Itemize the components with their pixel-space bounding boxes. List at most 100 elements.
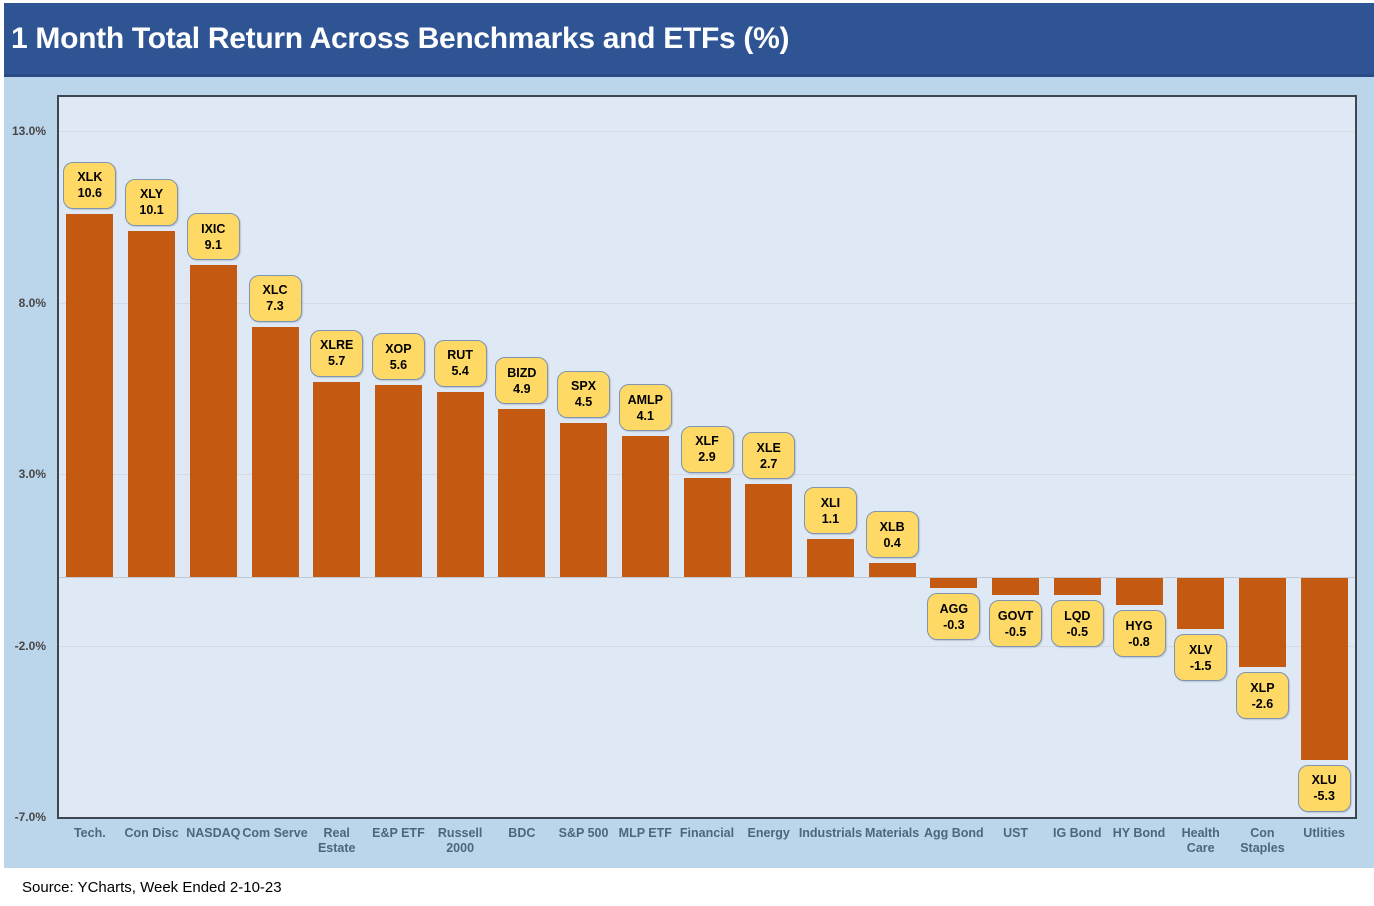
bar (806, 539, 854, 577)
x-category-label: Real Estate (291, 826, 383, 856)
callout-ticker: AMLP (627, 392, 663, 407)
value-callout: AGG -0.3 (927, 593, 981, 641)
callout-value: 4.5 (574, 395, 593, 410)
bar (1115, 578, 1163, 606)
x-category-line: Russell (437, 826, 483, 840)
callout-ticker: XLI (820, 495, 841, 510)
y-tick-label: 8.0% (18, 295, 46, 310)
x-category-line: BDC (508, 826, 536, 840)
callout-value: -0.3 (943, 617, 965, 632)
bar (1177, 578, 1225, 630)
x-category-line: 2000 (446, 841, 475, 855)
chart-title-bar: 1 Month Total Return Across Benchmarks a… (4, 3, 1374, 77)
callout-value: -5.3 (1313, 789, 1335, 804)
x-category-line: Utlities (1303, 826, 1345, 840)
callout-ticker: XLY (139, 187, 164, 202)
bar (683, 477, 731, 577)
callout-ticker: XOP (385, 341, 412, 356)
x-category-label: Con Staples (1216, 826, 1308, 856)
value-callout: XLRE 5.7 (310, 329, 364, 377)
x-category-label: S&P 500 (538, 826, 630, 841)
callout-ticker: XLE (756, 440, 781, 455)
y-tick-label: -7.0% (14, 810, 46, 824)
x-category-line: S&P 500 (558, 826, 609, 840)
x-category-label: NASDAQ (167, 826, 259, 841)
x-category-label: Com Serve (229, 826, 321, 841)
callout-ticker: XLK (77, 170, 103, 185)
x-category-label: BDC (476, 826, 568, 841)
gridline (59, 131, 1355, 133)
value-callout: XLP -2.6 (1235, 672, 1289, 720)
callout-value: 5.7 (328, 354, 346, 369)
callout-ticker: XLRE (320, 338, 354, 353)
gridline (59, 645, 1355, 647)
bar (374, 385, 422, 577)
x-category-line: Health (1181, 826, 1220, 840)
callout-value: 2.7 (760, 456, 778, 471)
value-callout: XLU -5.3 (1297, 764, 1351, 812)
x-category-line: Energy (747, 826, 790, 840)
x-category-line: Materials (865, 826, 920, 840)
callout-value: -0.8 (1128, 634, 1150, 649)
x-category-label: Russell 2000 (414, 826, 506, 856)
y-tick-label: 3.0% (18, 467, 46, 482)
callout-ticker: IXIC (201, 221, 226, 236)
value-callout: XOP 5.6 (371, 333, 425, 380)
x-category-label: Utlities (1278, 826, 1370, 841)
callout-value: 7.3 (266, 299, 284, 314)
x-category-label: Agg Bond (908, 826, 1000, 841)
value-callout: AMLP 4.1 (618, 384, 672, 432)
value-callout: BIZD 4.9 (495, 357, 549, 404)
x-category-line: Agg Bond (923, 826, 984, 840)
value-callout: IXIC 9.1 (186, 213, 240, 260)
x-category-line: Tech. (73, 826, 106, 840)
gridline (59, 474, 1355, 476)
x-category-label: Con Disc (106, 826, 198, 841)
callout-ticker: XLP (1250, 680, 1275, 695)
x-category-label: Materials (846, 826, 938, 841)
x-category-label: MLP ETF (599, 826, 691, 841)
callout-ticker: XLU (1311, 773, 1337, 788)
value-callout: XLK 10.6 (63, 161, 117, 209)
value-callout: XLB 0.4 (865, 511, 919, 559)
value-callout: XLF 2.9 (680, 425, 734, 473)
callout-value: 4.1 (636, 408, 654, 423)
callout-ticker: RUT (447, 348, 473, 363)
chart-title: 1 Month Total Return Across Benchmarks a… (11, 21, 790, 55)
callout-ticker: XLV (1189, 642, 1213, 657)
callout-value: -0.5 (1004, 624, 1027, 639)
callout-value: 4.9 (513, 381, 531, 396)
callout-ticker: AGG (939, 601, 969, 616)
callout-value: 9.1 (204, 237, 222, 252)
bar (1300, 578, 1348, 760)
callout-ticker: XLB (879, 519, 905, 534)
bar (930, 578, 978, 589)
x-category-label: Energy (723, 826, 815, 841)
bar (1053, 578, 1101, 596)
x-category-label: IG Bond (1031, 826, 1123, 841)
x-category-line: Con Disc (124, 826, 179, 840)
callout-value: 5.4 (451, 364, 469, 379)
x-category-line: IG Bond (1052, 826, 1102, 840)
x-category-label: E&P ETF (352, 826, 444, 841)
y-tick-label: 13.0% (11, 124, 46, 139)
x-category-label: Industrials (784, 826, 876, 841)
x-category-line: Staples (1240, 841, 1285, 855)
callout-value: 2.9 (698, 450, 716, 465)
x-category-line: UST (1003, 826, 1029, 840)
value-callout: HYG -0.8 (1112, 610, 1166, 658)
bar (498, 409, 546, 577)
callout-value: -1.5 (1189, 658, 1212, 673)
callout-ticker: BIZD (507, 365, 537, 380)
x-category-label: Financial (661, 826, 753, 841)
bar (868, 563, 916, 577)
bar (313, 381, 361, 577)
value-callout: XLV -1.5 (1174, 634, 1228, 682)
x-category-line: Com Serve (242, 826, 308, 840)
bar (189, 265, 237, 577)
value-callout: XLE 2.7 (742, 432, 796, 480)
callout-value: 10.6 (77, 186, 103, 201)
callout-value: 5.6 (389, 357, 408, 372)
x-category-line: HY Bond (1112, 826, 1166, 840)
source-bar: Source: YCharts, Week Ended 2-10-23 (0, 868, 1374, 906)
